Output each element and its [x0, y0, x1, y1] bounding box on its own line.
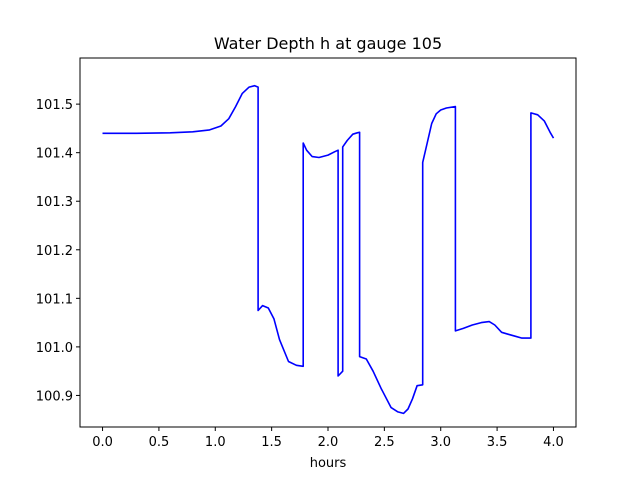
x-axis-label: hours	[310, 456, 347, 471]
chart-title: Water Depth h at gauge 105	[214, 34, 442, 53]
x-tick-label: 3.5	[487, 435, 508, 450]
x-tick-label: 0.5	[149, 435, 170, 450]
y-tick-label: 101.0	[36, 341, 73, 356]
y-tick-label: 101.4	[36, 147, 73, 162]
y-tick-label: 101.5	[36, 98, 73, 113]
x-tick-label: 1.0	[205, 435, 226, 450]
series-line	[102, 84, 555, 415]
x-tick-label: 3.0	[430, 435, 451, 450]
series-layer	[102, 84, 555, 415]
x-tick-label: 2.5	[374, 435, 395, 450]
plot-background	[80, 58, 576, 427]
x-axis: 0.0 0.5 1.0 1.5 2.0 2.5 3.0 3.5 4.0	[92, 427, 564, 450]
y-tick-label: 100.9	[36, 389, 73, 404]
y-tick-label: 101.1	[36, 292, 73, 307]
x-tick-label: 4.0	[543, 435, 564, 450]
x-tick-label: 0.0	[92, 435, 113, 450]
plot-area	[79, 57, 577, 428]
y-axis: 100.9 101.0 101.1 101.2 101.3 101.4 101.5	[36, 98, 80, 404]
x-tick-label: 1.5	[261, 435, 282, 450]
y-tick-label: 101.2	[36, 244, 73, 259]
x-tick-label: 2.0	[318, 435, 339, 450]
y-tick-label: 101.3	[36, 195, 73, 210]
